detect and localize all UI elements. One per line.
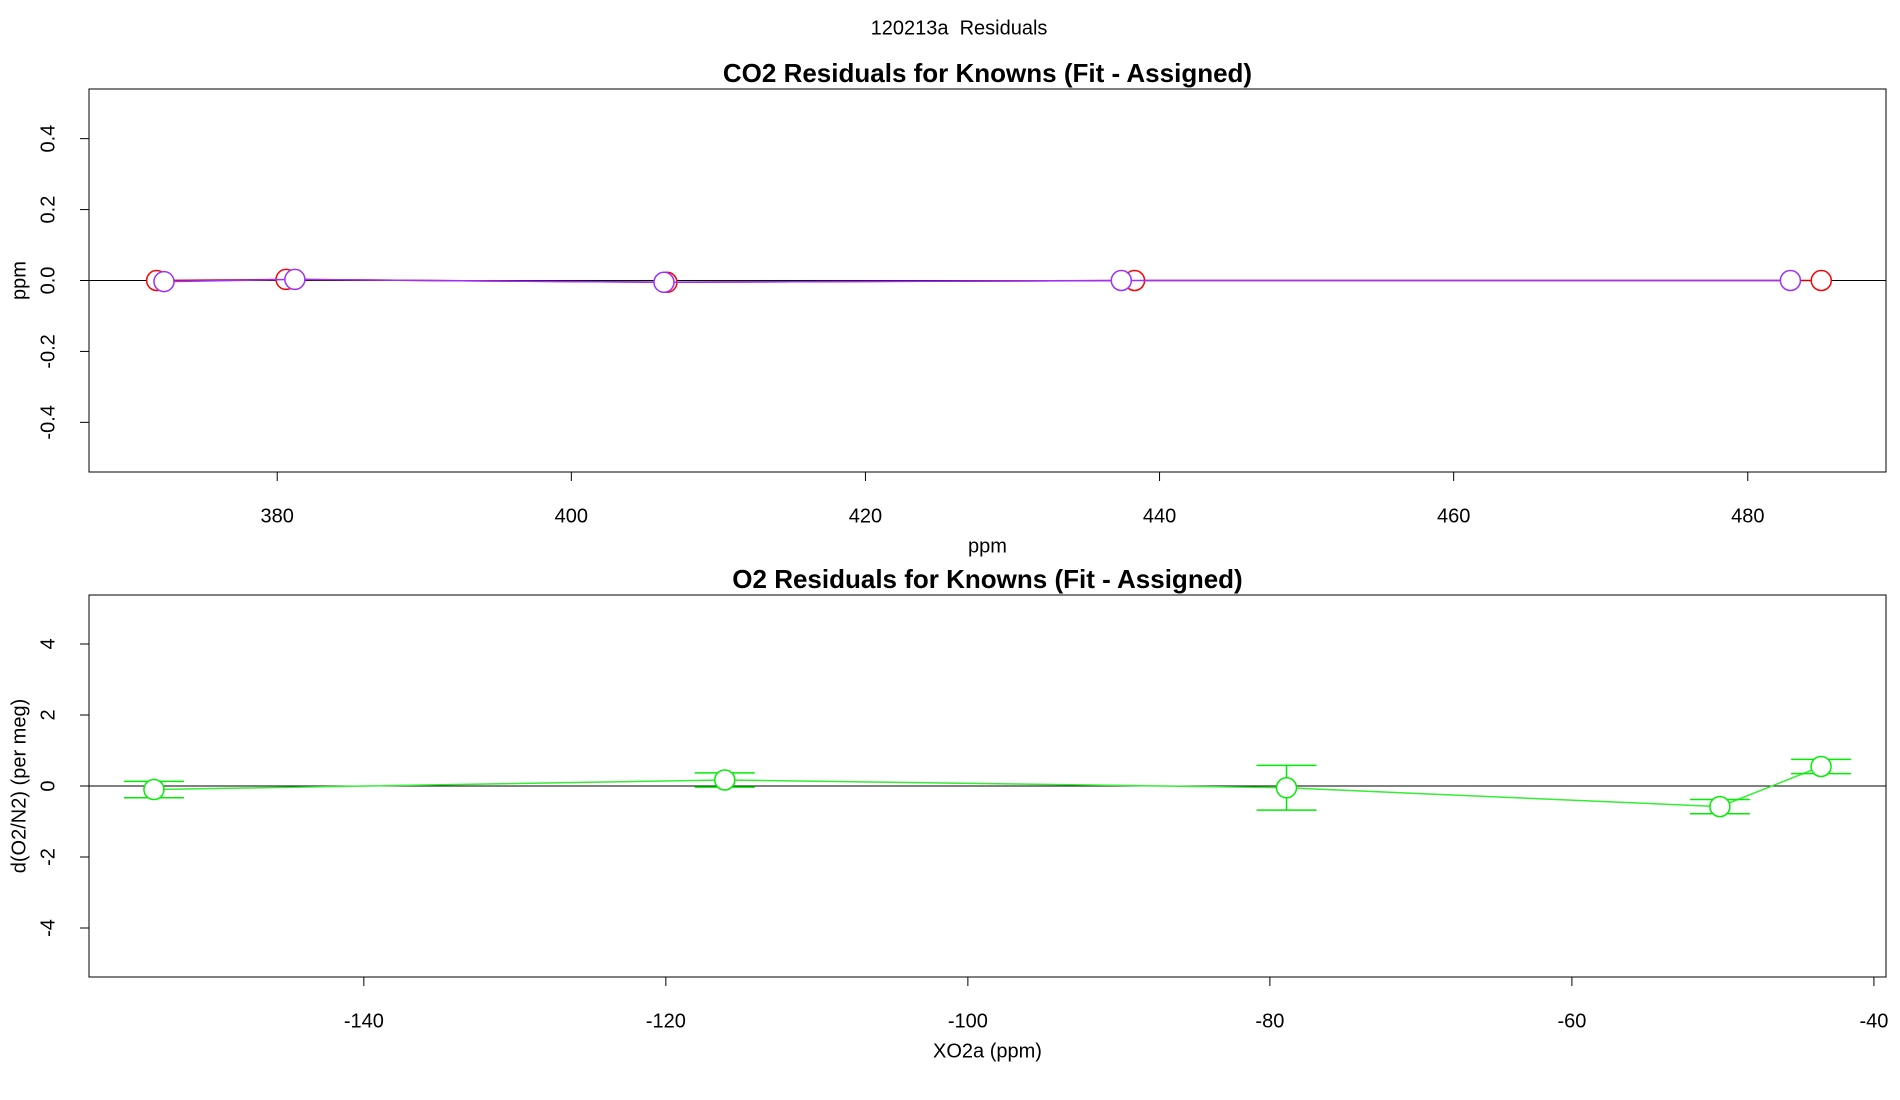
x-tick-label: 440: [1143, 505, 1176, 527]
y-tick-label: 0.2: [37, 196, 59, 224]
y-tick-label: -0.2: [37, 334, 59, 368]
y-axis-label: ppm: [8, 261, 30, 300]
y-tick-label: 0.4: [37, 125, 59, 153]
y-tick-label: 4: [37, 638, 59, 649]
x-tick-label: -140: [344, 1010, 384, 1032]
y-tick-label: 0.0: [37, 267, 59, 295]
y-tick-label: -4: [37, 919, 59, 937]
x-tick-label: 480: [1731, 505, 1764, 527]
x-axis-label: ppm: [968, 535, 1007, 557]
figure-title: 120213a Residuals: [871, 17, 1048, 39]
point: [1810, 269, 1833, 292]
x-tick-label: -100: [948, 1010, 988, 1032]
chart-title: O2 Residuals for Knowns (Fit - Assigned): [732, 564, 1242, 594]
x-tick-label: -60: [1557, 1010, 1586, 1032]
y-tick-label: -2: [37, 848, 59, 866]
x-tick-label: -80: [1255, 1010, 1284, 1032]
y-tick-label: 2: [37, 709, 59, 720]
x-tick-label: -120: [646, 1010, 686, 1032]
series-line: [153, 765, 1822, 808]
point: [1110, 269, 1133, 292]
series-line: [163, 278, 1791, 284]
chart-title: CO2 Residuals for Knowns (Fit - Assigned…: [723, 58, 1252, 88]
point: [284, 268, 306, 291]
point: [1275, 777, 1298, 799]
point: [153, 270, 175, 293]
x-tick-label: -40: [1859, 1010, 1888, 1032]
point: [653, 271, 675, 294]
point: [1709, 795, 1731, 818]
x-axis-label: XO2a (ppm): [933, 1040, 1042, 1062]
point: [1810, 755, 1832, 778]
x-tick-label: 380: [261, 505, 294, 527]
x-tick-label: 460: [1437, 505, 1470, 527]
y-tick-label: -0.4: [37, 405, 59, 439]
x-tick-label: 420: [849, 505, 882, 527]
y-tick-label: 0: [37, 780, 59, 791]
point: [143, 778, 165, 801]
point: [713, 769, 736, 791]
x-tick-label: 400: [555, 505, 588, 527]
y-axis-label: d(O2/N2) (per meg): [8, 699, 30, 874]
point: [1779, 269, 1802, 292]
